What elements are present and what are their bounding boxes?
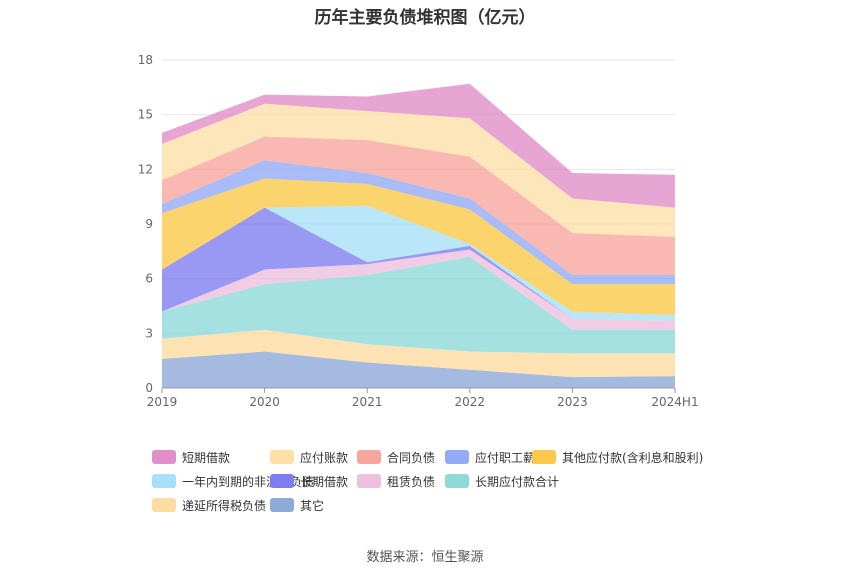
y-tick-label: 12: [138, 162, 153, 176]
data-source: 数据来源：恒生聚源: [366, 550, 484, 565]
legend-swatch: [152, 474, 176, 488]
area-series-2: [162, 256, 675, 354]
legend-label: 递延所得税负债: [182, 498, 267, 513]
legend-label: 长期借款: [300, 474, 349, 489]
x-tick-label: 2022: [455, 395, 486, 409]
legend-item[interactable]: 递延所得税负债: [152, 497, 266, 513]
legend-swatch: [270, 474, 294, 488]
legend-swatch: [357, 450, 381, 464]
axes: 0 3 6 9 12 15 18 2019 2020 2021 2022 2023 2024H1: [138, 53, 699, 409]
legend-swatch: [152, 450, 176, 464]
y-tick-label: 18: [138, 53, 153, 67]
legend-item[interactable]: 其他应付款(含利息和股利): [532, 449, 703, 465]
legend-swatch: [270, 498, 294, 512]
area-series-6: [162, 178, 675, 316]
legend-item[interactable]: 其它: [270, 497, 324, 513]
y-tick-label: 3: [145, 326, 153, 340]
area-series: [162, 83, 675, 388]
area-series-5: [162, 205, 675, 321]
legend-label: 其他应付款(含利息和股利): [562, 450, 704, 465]
legend-swatch: [270, 450, 294, 464]
legend-label: 其它: [300, 498, 325, 513]
legend-item[interactable]: 长期借款: [270, 473, 348, 489]
area-series-1: [162, 329, 675, 378]
legend-item[interactable]: 应付职工薪酬: [445, 449, 547, 465]
legend-label: 应付账款: [300, 450, 349, 465]
legend-swatch: [445, 474, 469, 488]
area-series-3: [162, 249, 675, 330]
area-series-0: [162, 351, 675, 388]
chart-title: 历年主要负债堆积图（亿元）: [314, 8, 536, 28]
y-tick-label: 9: [145, 217, 153, 231]
area-series-9: [162, 103, 675, 237]
y-tick-label: 0: [145, 381, 153, 395]
legend-label: 租赁负债: [387, 474, 436, 489]
x-tick-label: 2021: [352, 395, 383, 409]
legend-item[interactable]: 租赁负债: [357, 473, 435, 489]
y-tick-label: 15: [138, 108, 153, 122]
legend-item[interactable]: 短期借款: [152, 449, 230, 465]
legend-swatch: [357, 474, 381, 488]
legend-swatch: [532, 450, 556, 464]
legend-item[interactable]: 合同负债: [357, 449, 435, 465]
legend-label: 应付职工薪酬: [475, 450, 548, 465]
legend-swatch: [445, 450, 469, 464]
x-tick-label: 2024H1: [651, 395, 698, 409]
area-series-10: [162, 83, 675, 208]
stacked-area-plot: 0 3 6 9 12 15 18 2019 2020 2021 2022 2023 2024H1: [138, 53, 699, 409]
x-tick-label: 2023: [557, 395, 588, 409]
y-tick-label: 6: [145, 272, 153, 286]
area-series-4: [162, 207, 675, 321]
legend-label: 短期借款: [182, 450, 231, 465]
legend-item[interactable]: 长期应付款合计: [445, 473, 559, 489]
legend-item[interactable]: 应付账款: [270, 449, 348, 465]
legend-label: 长期应付款合计: [475, 474, 560, 489]
area-series-8: [162, 136, 675, 276]
x-tick-label: 2020: [249, 395, 280, 409]
legend-label: 合同负债: [387, 450, 436, 465]
x-tick-label: 2019: [147, 395, 178, 409]
legend-swatch: [152, 498, 176, 512]
